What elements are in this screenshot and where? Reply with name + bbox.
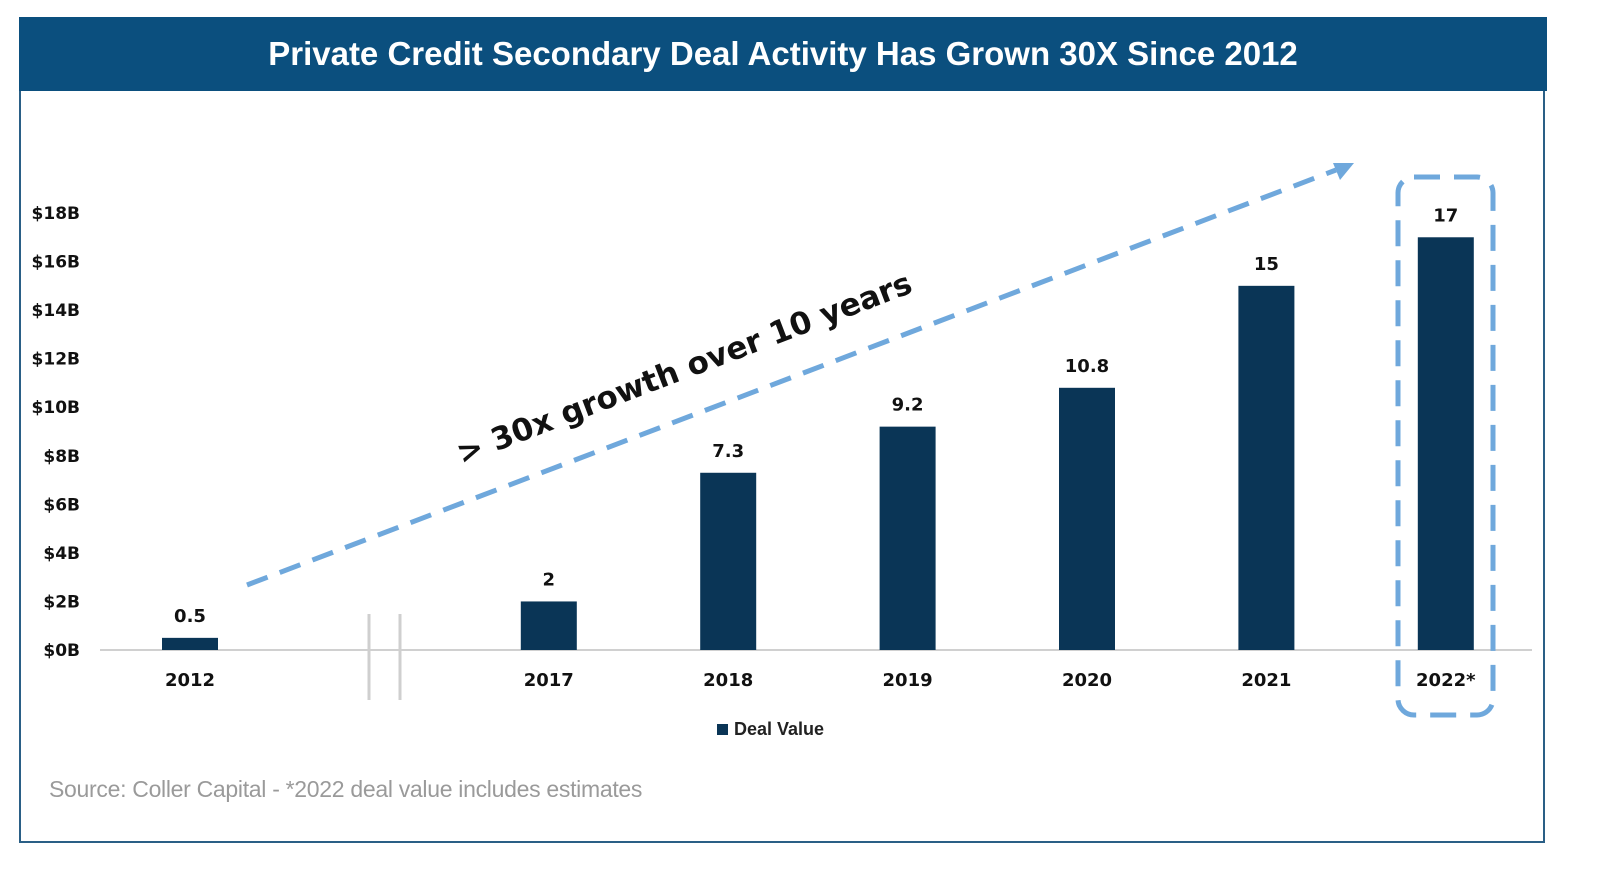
y-tick-label: $18B: [32, 204, 80, 224]
legend-swatch: [717, 724, 728, 735]
x-tick-label: 2022*: [1416, 670, 1476, 691]
y-tick-label: $6B: [43, 495, 80, 515]
growth-arrow: [246, 163, 1354, 588]
chart-title: Private Credit Secondary Deal Activity H…: [19, 17, 1547, 91]
y-tick-label: $4B: [43, 544, 80, 564]
source-note: Source: Coller Capital - *2022 deal valu…: [49, 776, 643, 802]
y-tick-label: $0B: [43, 641, 80, 661]
y-tick-label: $16B: [32, 253, 80, 273]
bar-2017: [520, 601, 577, 650]
y-axis: $0B $2B $4B $6B $8B $10B $12B $14B $16B $18B: [32, 204, 80, 661]
x-tick-label: 2012: [165, 670, 215, 691]
axis-break: [367, 614, 402, 700]
growth-annotation: > 30x growth over 10 years: [452, 265, 917, 471]
data-label: 2: [543, 569, 556, 590]
legend-label: Deal Value: [734, 719, 825, 739]
bar-2021: [1238, 285, 1295, 650]
bar-2022: [1417, 237, 1474, 650]
y-tick-label: $10B: [32, 398, 80, 418]
data-label: 17: [1433, 205, 1458, 226]
bars: 0.5 2012 2 2017 7.3 2018 9.2 2019 10.8 2020 15 2021…: [162, 205, 1476, 691]
data-label: 9.2: [892, 395, 924, 416]
y-tick-label: $12B: [32, 350, 80, 370]
x-tick-label: 2017: [524, 670, 574, 691]
data-label: 10.8: [1065, 356, 1109, 377]
x-tick-label: 2021: [1241, 670, 1291, 691]
y-tick-label: $8B: [43, 447, 80, 467]
y-tick-label: $2B: [43, 592, 80, 612]
x-tick-label: 2019: [883, 670, 933, 691]
highlight-box-2022: [1395, 174, 1496, 718]
data-label: 7.3: [712, 441, 744, 462]
legend: Deal Value: [717, 719, 824, 740]
bar-2019: [879, 426, 936, 650]
y-tick-label: $14B: [32, 301, 80, 321]
arrowhead-icon: [1333, 163, 1354, 180]
bar-2018: [700, 472, 757, 650]
data-label: 15: [1254, 254, 1279, 275]
data-label: 0.5: [174, 606, 206, 627]
bar-2012: [162, 637, 218, 650]
x-tick-label: 2020: [1062, 670, 1112, 691]
bar-2020: [1059, 387, 1115, 650]
x-tick-label: 2018: [703, 670, 753, 691]
